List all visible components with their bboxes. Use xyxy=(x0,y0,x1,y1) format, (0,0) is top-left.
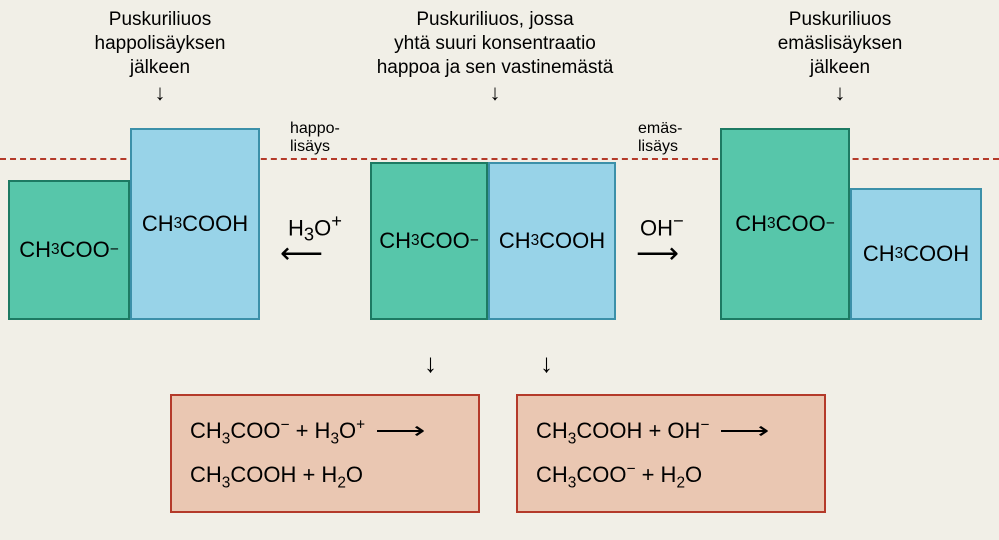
header-left: Puskuriliuoshappolisäyksenjälkeen ↓ xyxy=(60,8,260,107)
down-arrow-icon: ↓ xyxy=(424,348,437,379)
label-base-add: emäs- lisäys xyxy=(638,120,682,155)
right-arrow-icon: ⟶ xyxy=(636,236,679,271)
bar-mid_a: CH3COO− xyxy=(370,162,488,320)
down-arrow-icon: ↓ xyxy=(740,79,940,107)
header-right: Puskuriliuosemäslisäyksenjälkeen ↓ xyxy=(740,8,940,107)
bar-left_b: CH3COOH xyxy=(130,128,260,320)
reaction-left: CH3COO− + H3O+⟶ CH3COOH + H2O xyxy=(170,394,480,513)
bar-right_a: CH3COO− xyxy=(720,128,850,320)
down-arrow-icon: ↓ xyxy=(365,79,625,107)
bar-right_b: CH3COOH xyxy=(850,188,982,320)
left-arrow-icon: ⟵ xyxy=(280,236,323,271)
label-acid-add: happo- lisäys xyxy=(290,120,340,155)
bar-left_a: CH3COO− xyxy=(8,180,130,320)
down-arrow-icon: ↓ xyxy=(60,79,260,107)
header-mid: Puskuriliuos, jossayhtä suuri konsentraa… xyxy=(365,8,625,107)
down-arrow-icon: ↓ xyxy=(540,348,553,379)
bar-mid_b: CH3COOH xyxy=(488,162,616,320)
reaction-right: CH3COOH + OH−⟶ CH3COO− + H2O xyxy=(516,394,826,513)
